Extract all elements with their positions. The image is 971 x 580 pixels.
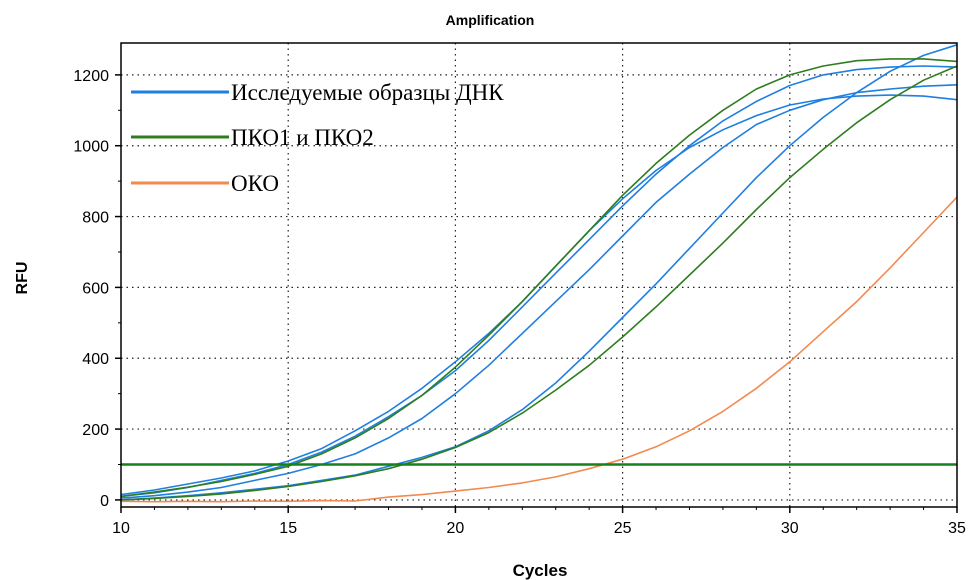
series-line-7 bbox=[120, 196, 958, 503]
x-tick-label: 30 bbox=[781, 520, 799, 537]
axis-ticks: 10 15 20 25 30 35 0 200 400 600 800 1000 1200 bbox=[73, 68, 966, 537]
series-line-3 bbox=[120, 44, 958, 501]
series-line-2 bbox=[120, 84, 958, 499]
chart-title: Amplification bbox=[446, 12, 535, 28]
series-line-4 bbox=[120, 65, 958, 498]
y-tick-label: 200 bbox=[82, 422, 109, 439]
series-line-6 bbox=[120, 65, 958, 501]
x-tick-label: 10 bbox=[112, 520, 130, 537]
series-line-5 bbox=[120, 58, 958, 498]
plot-frame bbox=[120, 42, 958, 508]
grid-lines bbox=[121, 43, 957, 507]
x-tick-label: 25 bbox=[614, 520, 632, 537]
y-tick-label: 0 bbox=[100, 493, 109, 510]
y-tick-label: 1000 bbox=[73, 139, 109, 156]
y-tick-label: 600 bbox=[82, 280, 109, 297]
x-tick-label: 35 bbox=[948, 520, 966, 537]
x-tick-label: 20 bbox=[447, 520, 465, 537]
y-axis-label: RFU bbox=[14, 262, 31, 295]
y-tick-label: 800 bbox=[82, 210, 109, 227]
series-group bbox=[120, 44, 958, 503]
legend-label: ОКО bbox=[231, 171, 279, 196]
x-axis-label: Cycles bbox=[513, 561, 568, 580]
legend-label: ПКО1 и ПКО2 bbox=[231, 125, 374, 150]
x-tick-label: 15 bbox=[279, 520, 297, 537]
legend-label: Исследуемые образцы ДНК bbox=[231, 80, 504, 105]
y-tick-label: 1200 bbox=[73, 68, 109, 85]
legend: Исследуемые образцы ДНК ПКО1 и ПКО2 ОКО bbox=[131, 80, 504, 196]
y-tick-label: 400 bbox=[82, 351, 109, 368]
